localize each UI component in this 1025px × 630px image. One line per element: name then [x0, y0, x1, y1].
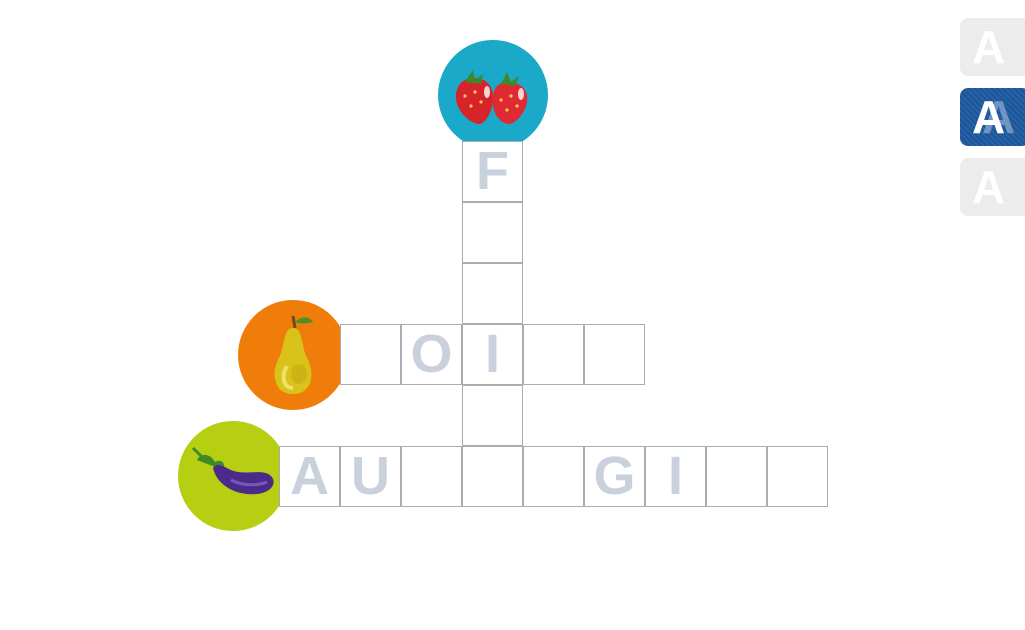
crossword-cell[interactable]	[584, 324, 645, 385]
font-style-button-2[interactable]: A A	[960, 88, 1025, 146]
crossword-cell[interactable]: U	[340, 446, 401, 507]
crossword-cell[interactable]	[767, 446, 828, 507]
crossword-cell[interactable]	[462, 263, 523, 324]
crossword-cell[interactable]: A	[279, 446, 340, 507]
crossword-cell[interactable]	[462, 385, 523, 446]
crossword-cell[interactable]	[523, 324, 584, 385]
eggplant-clue[interactable]	[178, 421, 288, 531]
crossword-cell[interactable]: I	[645, 446, 706, 507]
crossword-cell[interactable]	[462, 446, 523, 507]
crossword-cell[interactable]	[706, 446, 767, 507]
crossword-cell[interactable]: I	[462, 324, 523, 385]
pear-clue[interactable]	[238, 300, 348, 410]
font-style-label: A	[972, 21, 1006, 73]
crossword-cell[interactable]	[462, 202, 523, 263]
font-style-label: A	[972, 91, 1006, 143]
pear-icon	[274, 315, 313, 394]
font-style-button-1[interactable]: A	[960, 18, 1025, 76]
crossword-cell[interactable]	[340, 324, 401, 385]
eggplant-icon	[191, 446, 274, 495]
crossword-cell[interactable]	[401, 446, 462, 507]
crossword-cell[interactable]	[523, 446, 584, 507]
font-style-ghost-glyph: A	[982, 91, 1016, 143]
font-style-label: A	[972, 161, 1006, 213]
strawberry-clue[interactable]	[438, 40, 548, 150]
crossword-cell[interactable]: O	[401, 324, 462, 385]
font-style-button-3[interactable]: A	[960, 158, 1025, 216]
crossword-cell[interactable]: G	[584, 446, 645, 507]
crossword-cell[interactable]: F	[462, 141, 523, 202]
strawberry-icon	[455, 70, 528, 124]
